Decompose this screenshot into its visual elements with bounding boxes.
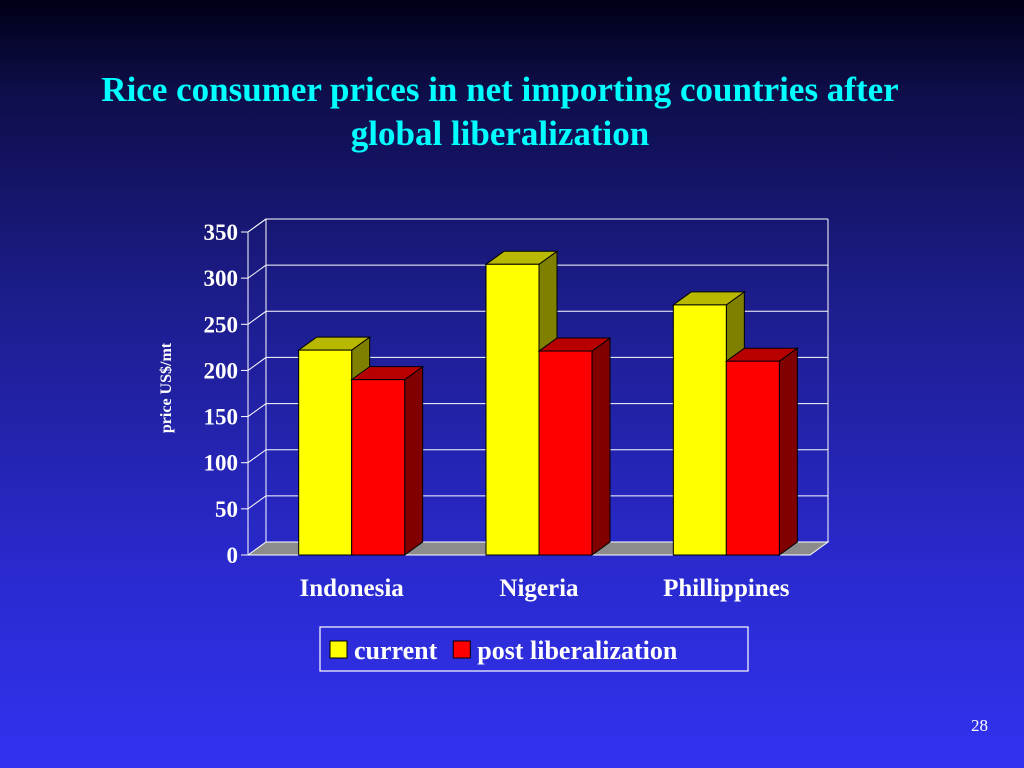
y-tick-label: 0: [227, 543, 239, 568]
bar-front: [351, 379, 406, 556]
y-tick-label: 100: [204, 451, 239, 476]
bar-side: [778, 347, 798, 556]
y-axis-label: price US$/mt: [158, 342, 175, 433]
gridline: [247, 356, 828, 371]
x-tick-label: Nigeria: [499, 575, 579, 602]
gridline: [247, 218, 828, 233]
bar-side: [404, 365, 424, 556]
slide-title: Rice consumer prices in net importing co…: [0, 68, 1000, 156]
bar-front: [672, 304, 727, 556]
legend-label: current: [354, 636, 438, 665]
bar-front: [298, 349, 353, 556]
x-tick-label: Indonesia: [300, 575, 405, 602]
gridline: [247, 495, 828, 510]
bar-post-liberalization-indonesia: [350, 365, 425, 556]
gridline: [247, 264, 828, 279]
y-tick-label: 350: [204, 220, 239, 245]
y-tick-label: 150: [204, 405, 239, 430]
legend-box: [319, 626, 749, 672]
y-tick-label: 50: [215, 497, 238, 522]
legend-label: post liberalization: [477, 636, 678, 665]
bar-front: [538, 350, 593, 556]
title-line-2: global liberalization: [350, 114, 650, 153]
bar-post-liberalization-phillippines: [724, 347, 799, 556]
bar-side: [591, 337, 611, 556]
y-tick-label: 300: [204, 266, 239, 291]
legend-swatch: [329, 640, 348, 659]
bar-post-liberalization-nigeria: [537, 337, 612, 556]
x-tick-label: Phillippines: [663, 575, 790, 602]
page-number: 28: [971, 716, 988, 735]
legend-swatch: [452, 640, 471, 659]
bar-front: [485, 263, 540, 556]
title-line-1: Rice consumer prices in net importing co…: [101, 70, 899, 109]
bar-front: [725, 360, 780, 556]
y-tick-label: 200: [204, 358, 239, 383]
y-tick-label: 250: [204, 312, 239, 337]
gridline: [247, 403, 828, 417]
gridline: [247, 310, 828, 325]
gridline: [247, 449, 828, 464]
